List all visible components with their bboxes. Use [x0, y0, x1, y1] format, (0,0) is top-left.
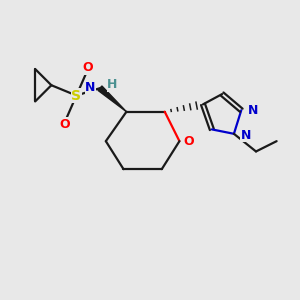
- Text: H: H: [107, 78, 118, 91]
- Text: N: N: [248, 104, 258, 117]
- Text: N: N: [240, 129, 251, 142]
- Text: S: S: [71, 88, 81, 103]
- Polygon shape: [98, 86, 126, 112]
- Text: O: O: [83, 61, 94, 74]
- Text: O: O: [183, 135, 194, 148]
- Text: O: O: [59, 118, 70, 131]
- Text: N: N: [85, 81, 95, 94]
